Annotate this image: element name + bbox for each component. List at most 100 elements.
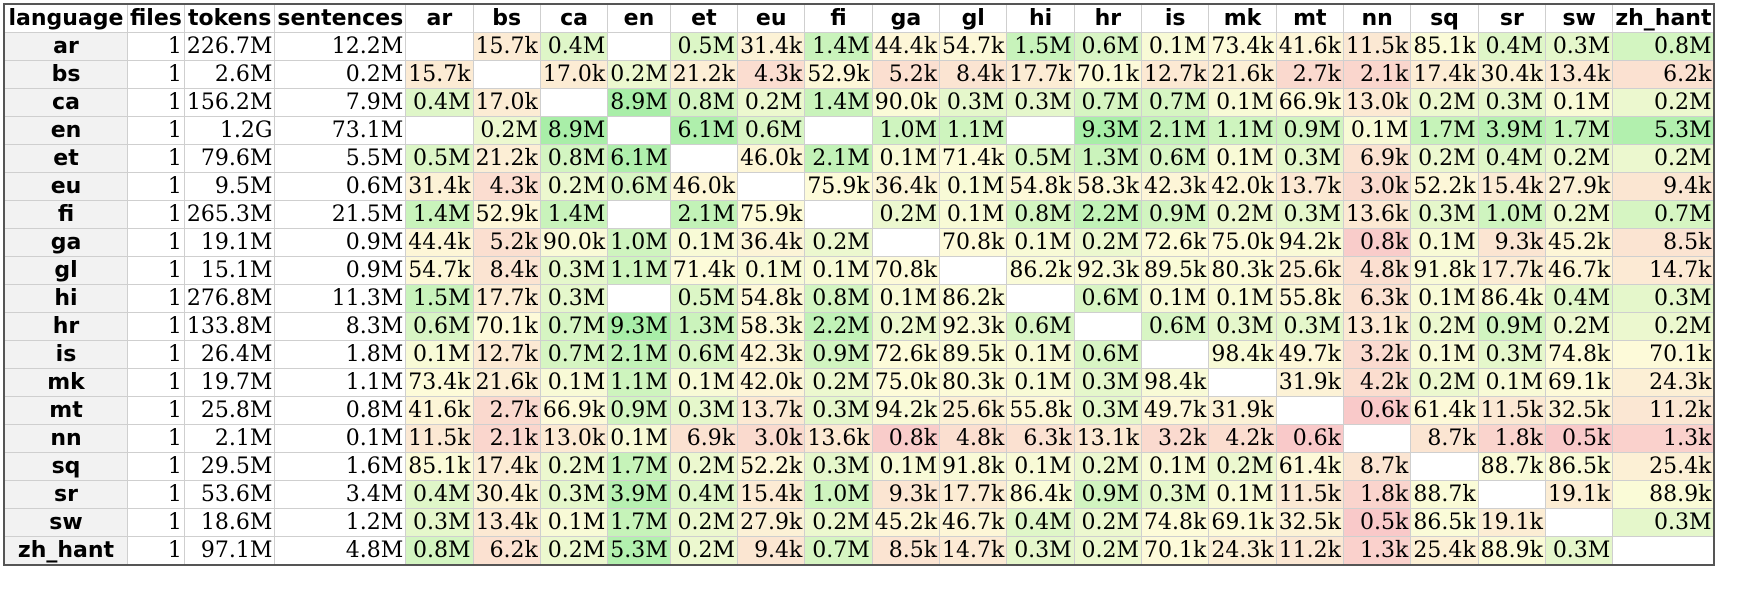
table-row: eu 1 9.5M 0.6M 31.4k 4.3k 0.2M 0.6M 46.0k 75.9k 36… — [3, 172, 1715, 201]
pair-count-cell: 0.8M — [1612, 32, 1715, 61]
pair-count-cell: 0.2M — [1612, 312, 1715, 341]
pair-count-cell: 11.5k — [405, 424, 474, 453]
pair-count-cell: 31.9k — [1208, 396, 1277, 425]
pair-count-cell: 88.9k — [1477, 536, 1547, 566]
pair-count-cell: 0.1M — [1410, 284, 1479, 313]
pair-count-cell: 89.5k — [1141, 256, 1210, 285]
pair-count-cell: 0.2M — [669, 536, 739, 566]
pair-count-cell: 0.3M — [1006, 536, 1075, 566]
pair-count-cell: 0.1M — [1208, 284, 1277, 313]
pair-count-cell — [669, 144, 739, 173]
pair-count-cell: 0.3M — [804, 452, 873, 481]
row-language-label: mk — [3, 368, 128, 397]
pair-count-cell — [1006, 284, 1075, 313]
pair-count-cell: 71.4k — [669, 256, 739, 285]
pair-count-cell: 0.6M — [737, 116, 806, 145]
files-cell: 1 — [127, 396, 185, 425]
column-header-mt: mt — [1275, 3, 1345, 33]
files-cell: 1 — [127, 536, 185, 566]
pair-count-cell: 44.4k — [871, 32, 941, 61]
pair-count-cell — [1073, 312, 1143, 341]
pair-count-cell: 80.3k — [1208, 256, 1277, 285]
pair-count-cell: 4.8k — [939, 424, 1008, 453]
pair-count-cell: 0.2M — [1410, 368, 1479, 397]
pair-count-cell: 98.4k — [1141, 368, 1210, 397]
column-header-eu: eu — [737, 3, 806, 33]
pair-count-cell: 54.8k — [1006, 172, 1075, 201]
pair-count-cell: 5.2k — [472, 228, 541, 257]
pair-count-cell: 1.3M — [1073, 144, 1143, 173]
pair-count-cell: 86.4k — [1477, 284, 1547, 313]
tokens-cell: 1.2G — [183, 116, 276, 145]
column-header-ca: ca — [539, 3, 609, 33]
column-header-language: language — [3, 3, 128, 33]
pair-count-cell: 1.8k — [1343, 480, 1412, 509]
row-language-label: sr — [3, 480, 128, 509]
sentences-cell: 1.6M — [274, 452, 407, 481]
pair-count-cell: 0.1M — [1141, 32, 1210, 61]
pair-count-cell: 0.9M — [1275, 116, 1345, 145]
pair-count-cell: 0.5k — [1544, 424, 1614, 453]
pair-count-cell: 1.5M — [1006, 32, 1075, 61]
pair-count-cell: 91.8k — [939, 452, 1008, 481]
pair-count-cell: 0.3M — [669, 396, 739, 425]
pair-count-cell: 0.6M — [1141, 144, 1210, 173]
pair-count-cell: 1.0M — [871, 116, 941, 145]
pair-count-cell: 0.1M — [539, 368, 609, 397]
pair-count-cell: 0.1M — [1208, 144, 1277, 173]
pair-count-cell: 80.3k — [939, 368, 1008, 397]
pair-count-cell: 70.1k — [1141, 536, 1210, 566]
column-header-nn: nn — [1343, 3, 1412, 33]
pair-count-cell: 0.1M — [1141, 452, 1210, 481]
tokens-cell: 19.7M — [183, 368, 276, 397]
pair-count-cell — [804, 200, 873, 229]
pair-count-cell: 17.7k — [1477, 256, 1547, 285]
pair-count-cell: 0.2M — [1073, 508, 1143, 537]
pair-count-cell — [871, 228, 941, 257]
pair-count-cell: 1.1M — [939, 116, 1008, 145]
pair-count-cell — [1275, 396, 1345, 425]
pair-count-cell: 70.1k — [1612, 340, 1715, 369]
pair-count-cell: 13.6k — [1343, 200, 1412, 229]
pair-count-cell: 0.1M — [607, 424, 671, 453]
pair-count-cell — [804, 116, 873, 145]
pair-count-cell: 13.7k — [1275, 172, 1345, 201]
pair-count-cell: 3.0k — [737, 424, 806, 453]
pair-count-cell: 94.2k — [871, 396, 941, 425]
pair-count-cell: 0.2M — [669, 508, 739, 537]
pair-count-cell: 13.0k — [1343, 88, 1412, 117]
pair-count-cell: 0.7M — [1073, 88, 1143, 117]
pair-count-cell: 55.8k — [1006, 396, 1075, 425]
tokens-cell: 2.1M — [183, 424, 276, 453]
pair-count-cell: 2.2M — [1073, 200, 1143, 229]
files-cell: 1 — [127, 424, 185, 453]
pair-count-cell: 8.4k — [472, 256, 541, 285]
header-row: language files tokens sentences ar bs ca en et eu… — [3, 3, 1715, 33]
tokens-cell: 133.8M — [183, 312, 276, 341]
pair-count-cell: 1.4M — [804, 88, 873, 117]
pair-count-cell: 0.3M — [1006, 88, 1075, 117]
pair-count-cell: 0.6M — [1141, 312, 1210, 341]
pair-count-cell: 70.8k — [939, 228, 1008, 257]
pair-count-cell: 2.2M — [804, 312, 873, 341]
pair-count-cell: 0.1M — [871, 144, 941, 173]
files-cell: 1 — [127, 508, 185, 537]
pair-count-cell: 89.5k — [939, 340, 1008, 369]
pair-count-cell: 15.7k — [472, 32, 541, 61]
pair-count-cell: 0.3M — [1275, 312, 1345, 341]
pair-count-cell: 13.6k — [804, 424, 873, 453]
pair-count-cell: 27.9k — [1544, 172, 1614, 201]
files-cell: 1 — [127, 312, 185, 341]
files-cell: 1 — [127, 172, 185, 201]
pair-count-cell: 0.4M — [405, 480, 474, 509]
pair-count-cell: 1.3k — [1612, 424, 1715, 453]
pair-count-cell: 3.2k — [1141, 424, 1210, 453]
pair-count-cell: 74.8k — [1544, 340, 1614, 369]
pair-count-cell: 11.2k — [1612, 396, 1715, 425]
row-language-label: et — [3, 144, 128, 173]
pair-count-cell: 0.2M — [804, 228, 873, 257]
pair-count-cell: 52.9k — [804, 60, 873, 89]
pair-count-cell: 0.3M — [405, 508, 474, 537]
pair-count-cell — [1208, 368, 1277, 397]
pair-count-cell: 66.9k — [539, 396, 609, 425]
